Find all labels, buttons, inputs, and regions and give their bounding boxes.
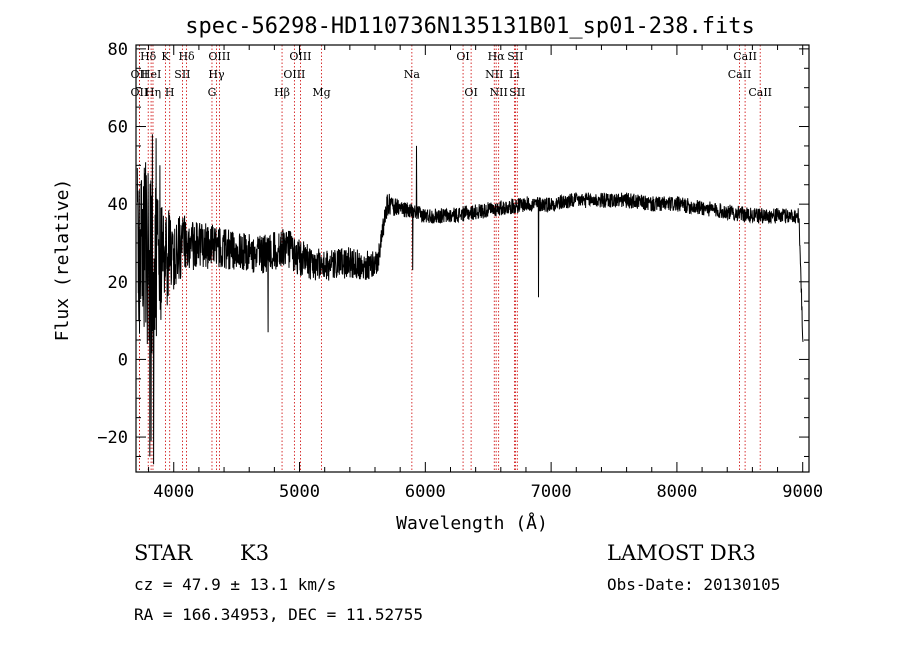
line-label-hα: Hα xyxy=(488,50,506,63)
line-label-nii: NII xyxy=(485,68,503,81)
redshift-text: cz = 47.9 ± 13.1 km/s xyxy=(134,575,336,594)
obs-date: Obs-Date: 20130105 xyxy=(607,575,780,594)
line-label-caii: CaII xyxy=(748,86,772,99)
x-axis-label: Wavelength (Å) xyxy=(396,512,548,534)
line-label-hη: Hη xyxy=(145,86,161,99)
line-label-sii: SII xyxy=(509,86,525,99)
line-label-oi: OI xyxy=(456,50,469,63)
line-label-caii: CaII xyxy=(728,68,752,81)
spectrum-line xyxy=(136,134,804,465)
x-tick-label: 9000 xyxy=(782,482,823,502)
line-label-oiii: OIII xyxy=(283,68,305,81)
line-label-h: H xyxy=(165,86,175,99)
spectral-subclass: K3 xyxy=(240,541,269,565)
object-class: STAR xyxy=(134,541,193,565)
line-label-na: Na xyxy=(404,68,421,81)
line-label-hei: HeI xyxy=(141,68,161,81)
y-tick-label: 40 xyxy=(108,195,128,215)
x-tick-label: 4000 xyxy=(153,482,194,502)
y-tick-label: 80 xyxy=(108,40,128,60)
x-tick-label: 7000 xyxy=(531,482,572,502)
x-tick-label: 6000 xyxy=(405,482,446,502)
line-label-mg: Mg xyxy=(312,86,330,99)
x-axis: 4000 5000 6000 7000 8000 9000 xyxy=(148,45,823,502)
line-label-sii: SII xyxy=(507,50,523,63)
line-label-hβ: Hβ xyxy=(274,86,290,99)
line-label-oiii: OIII xyxy=(208,50,230,63)
y-tick-label: 60 xyxy=(108,118,128,138)
chart-title: spec-56298-HD110736N135131B01_sp01-238.f… xyxy=(185,14,755,39)
line-label-hδ: Hδ xyxy=(140,50,157,63)
line-label-sii: SII xyxy=(174,68,190,81)
line-label-oiii: OIII xyxy=(289,50,311,63)
line-label-li: Li xyxy=(509,68,520,81)
line-label-caii: CaII xyxy=(733,50,757,63)
x-tick-label: 8000 xyxy=(656,482,697,502)
plot-frame xyxy=(135,44,810,473)
y-tick-label: 20 xyxy=(108,273,128,293)
y-tick-label: 0 xyxy=(118,350,128,370)
coordinates: RA = 166.34953, DEC = 11.52755 xyxy=(134,605,423,624)
y-axis-label: Flux (relative) xyxy=(52,179,73,342)
survey-name: LAMOST DR3 xyxy=(607,541,756,565)
line-label-oii: OII xyxy=(131,86,149,99)
line-label-k: K xyxy=(161,50,170,63)
line-label-nii: NII xyxy=(490,86,508,99)
x-tick-label: 5000 xyxy=(279,482,320,502)
line-label-oi: OI xyxy=(464,86,477,99)
y-tick-label: −20 xyxy=(97,428,128,448)
line-label-oii: OII xyxy=(131,68,149,81)
line-label-hδ: Hδ xyxy=(178,50,195,63)
line-label-hγ: Hγ xyxy=(208,68,225,81)
y-axis: −20 0 20 40 60 80 xyxy=(97,40,809,457)
line-label-g: G xyxy=(208,86,217,99)
